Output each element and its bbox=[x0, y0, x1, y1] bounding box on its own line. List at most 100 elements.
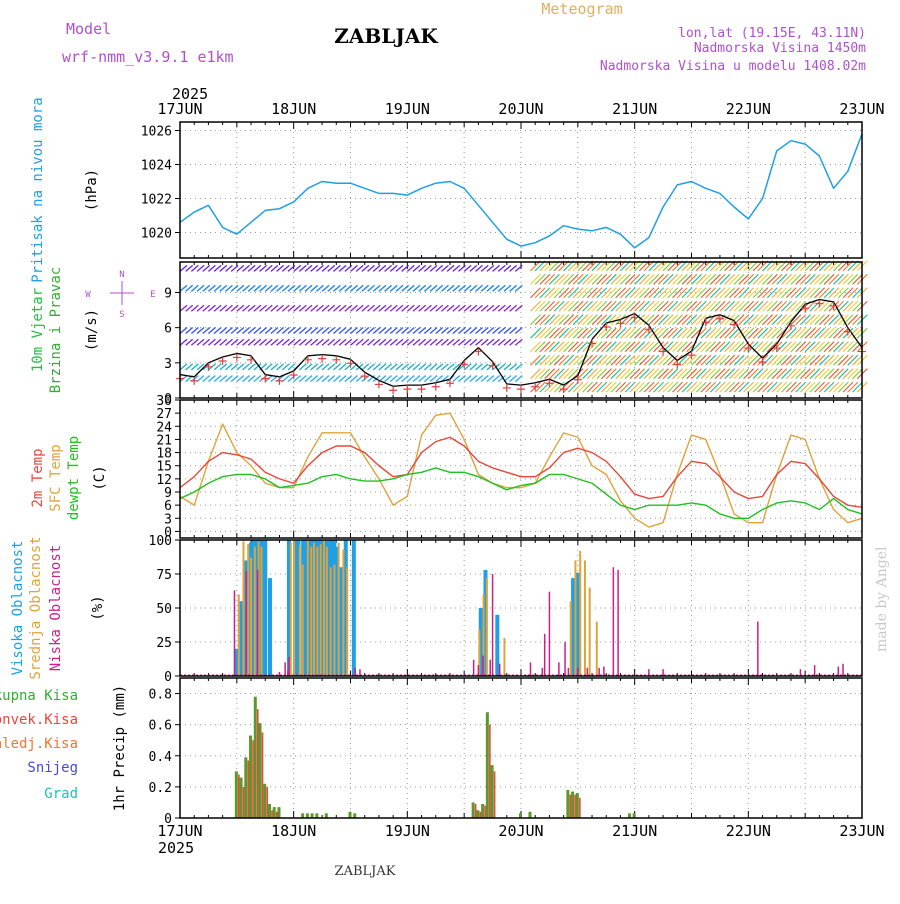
wind-barb bbox=[676, 314, 688, 326]
wind-barb bbox=[179, 304, 188, 312]
wind-barb bbox=[539, 273, 551, 285]
wind-barb bbox=[733, 354, 745, 366]
wind-barb bbox=[389, 284, 398, 292]
wind-barb bbox=[804, 368, 816, 380]
wind-barb bbox=[236, 284, 245, 292]
wind-barb bbox=[190, 338, 199, 346]
wind-barb bbox=[747, 327, 759, 339]
wind-barb bbox=[705, 300, 717, 312]
wind-barb bbox=[558, 287, 570, 299]
wind-barb bbox=[463, 363, 472, 371]
cloud-bar bbox=[316, 546, 319, 676]
cloud-bar bbox=[564, 642, 566, 676]
precip-bar bbox=[258, 723, 262, 818]
wind-barb bbox=[686, 381, 698, 393]
wind-barb bbox=[582, 273, 593, 285]
wind-barb bbox=[440, 284, 449, 292]
wind-barb bbox=[662, 300, 674, 312]
wind-barb bbox=[800, 354, 811, 366]
wind-barb bbox=[582, 314, 593, 326]
wind-gust-marker bbox=[644, 325, 653, 334]
wind-gust-marker bbox=[275, 376, 284, 385]
wind-barb bbox=[648, 368, 660, 380]
wind-barb bbox=[691, 273, 702, 285]
precip-legend-3: Snijeg bbox=[27, 760, 78, 776]
wind-barb bbox=[378, 363, 387, 371]
wind-barb bbox=[823, 287, 835, 299]
wind-barb bbox=[672, 341, 683, 353]
cloud-bar bbox=[574, 560, 577, 676]
cloud-bar bbox=[482, 594, 485, 676]
wind-barb bbox=[667, 368, 679, 380]
wind-barb bbox=[230, 326, 239, 335]
wind-gust-marker bbox=[602, 322, 611, 331]
wind-barb bbox=[435, 304, 444, 312]
wind-barb bbox=[662, 287, 674, 299]
wind-barb bbox=[833, 300, 845, 312]
wind-barb bbox=[681, 327, 693, 339]
wind-barb bbox=[681, 354, 693, 366]
wind-barb bbox=[610, 273, 622, 285]
wind-barb bbox=[638, 287, 650, 299]
wind-barb bbox=[225, 264, 233, 272]
cloud-bar bbox=[325, 546, 328, 676]
wind-barb bbox=[738, 354, 750, 366]
wind-barb bbox=[771, 381, 783, 393]
panel-frames bbox=[179, 121, 863, 819]
wind-barb bbox=[833, 354, 845, 366]
wind-barb bbox=[596, 327, 608, 339]
wind-barb bbox=[389, 375, 398, 383]
wind-barb bbox=[412, 375, 421, 383]
wind-barb bbox=[676, 273, 688, 285]
wind-barb bbox=[418, 375, 427, 383]
wind-barb bbox=[367, 338, 376, 346]
wind-barb bbox=[548, 354, 560, 366]
y-tick-label: 50 bbox=[156, 602, 172, 617]
wind-barb bbox=[591, 368, 603, 380]
wind-barb bbox=[738, 314, 750, 326]
wind-barb bbox=[423, 284, 432, 292]
cloud-bar bbox=[612, 567, 615, 676]
wind-barb bbox=[842, 273, 854, 285]
wind-barb bbox=[452, 304, 461, 312]
wind-barb bbox=[321, 284, 330, 292]
wind-barb bbox=[440, 264, 449, 272]
wind-barb bbox=[657, 381, 669, 393]
wind-barb bbox=[530, 341, 541, 353]
cloud-bar bbox=[323, 540, 328, 676]
wind-gust-marker bbox=[190, 376, 199, 385]
wind-barb bbox=[486, 375, 495, 383]
cloud-bar bbox=[603, 666, 605, 676]
wind-barb bbox=[662, 368, 674, 380]
wind-barb bbox=[833, 273, 845, 285]
wind-barb bbox=[743, 354, 755, 366]
wind-gust-marker bbox=[758, 358, 767, 367]
wind-barb bbox=[852, 273, 863, 285]
wind-barb bbox=[695, 300, 707, 312]
wind-barb bbox=[842, 287, 854, 299]
cloud-bar bbox=[346, 567, 349, 676]
wind-barb bbox=[264, 284, 273, 292]
wind-barb bbox=[828, 381, 840, 393]
wind-barb bbox=[315, 338, 324, 346]
wind-barb bbox=[332, 338, 341, 346]
wind-barb bbox=[361, 326, 370, 335]
wind-barb bbox=[264, 363, 273, 371]
wind-barb bbox=[196, 264, 205, 272]
wind-barb bbox=[620, 341, 631, 353]
wind-barb bbox=[743, 368, 755, 380]
wind-barb bbox=[344, 264, 353, 272]
y-tick-label: 1026 bbox=[141, 125, 172, 140]
wind-barb bbox=[440, 338, 449, 346]
wind-barb bbox=[648, 354, 660, 366]
wind-barb bbox=[338, 375, 347, 383]
wind-barb bbox=[648, 273, 660, 285]
wind-barb bbox=[657, 300, 669, 312]
wind-barb bbox=[412, 363, 421, 371]
wind-barb bbox=[304, 264, 313, 272]
precip-bar bbox=[261, 732, 264, 818]
wind-barb bbox=[790, 314, 802, 326]
wind-barb bbox=[418, 264, 427, 272]
wind-barb bbox=[653, 314, 665, 326]
wind-barb bbox=[384, 338, 393, 346]
